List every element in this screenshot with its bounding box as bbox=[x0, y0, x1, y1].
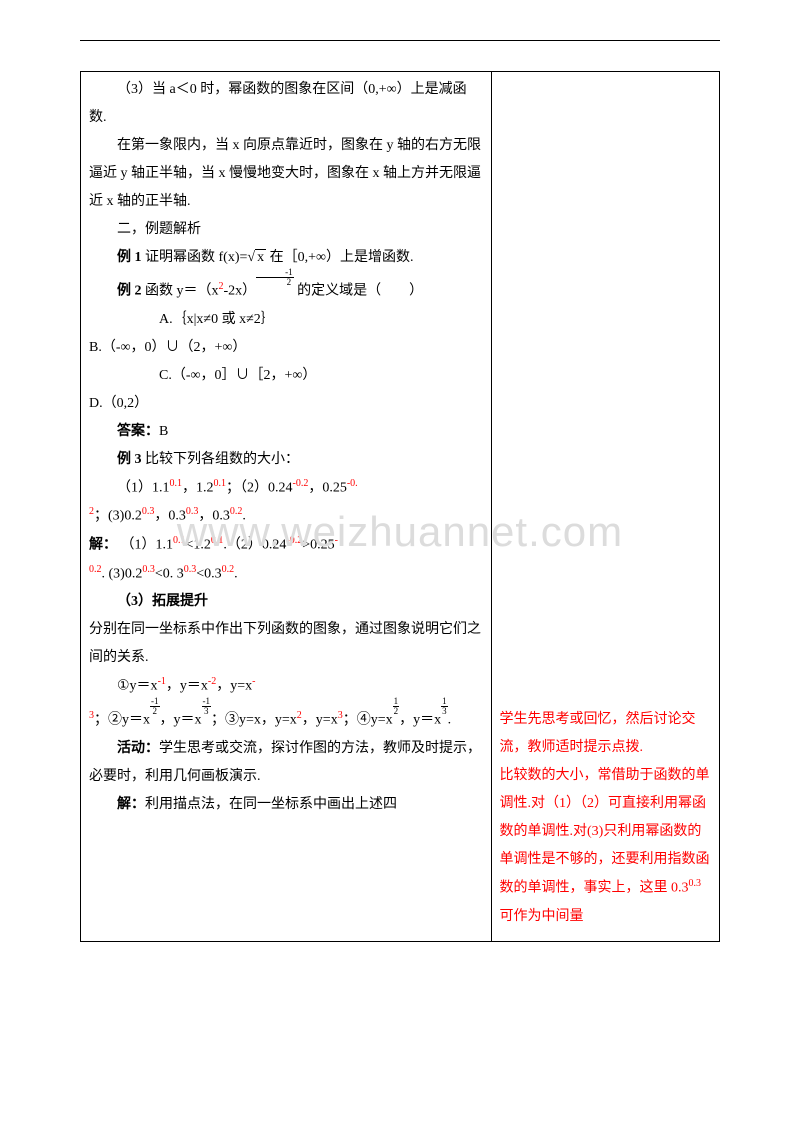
sol-label: 解： bbox=[89, 538, 117, 553]
e: -2 bbox=[208, 676, 216, 687]
ex3-solution: 解： （1）1.10.1<1.20.1.（2）0.24-0.2>0.25-0.2… bbox=[89, 531, 483, 588]
option-b: B.（-∞，0）∪（2，+∞） bbox=[89, 334, 483, 362]
t: ；④y=x bbox=[343, 713, 393, 728]
t: <1.2 bbox=[186, 538, 211, 553]
content-table: （3）当 a＜0 时，幂函数的图象在区间（0,+∞）上是减函数. 在第一象限内，… bbox=[80, 71, 720, 942]
e: -0.2 bbox=[293, 478, 309, 489]
t: .（2）0.24 bbox=[223, 538, 286, 553]
ex1-label: 例 1 bbox=[117, 250, 142, 265]
t: ①y＝x bbox=[117, 679, 158, 694]
e: -1 bbox=[158, 676, 166, 687]
t: ，1.2 bbox=[182, 480, 214, 495]
t: （1）1.1 bbox=[117, 480, 170, 495]
e: - bbox=[252, 676, 255, 687]
t: <0.3 bbox=[196, 566, 221, 581]
t: ，y＝x bbox=[166, 679, 208, 694]
t: ，y=x bbox=[302, 713, 338, 728]
t: . bbox=[448, 713, 452, 728]
ex2-label: 例 2 bbox=[117, 284, 142, 299]
t: ；②y＝x bbox=[94, 713, 150, 728]
t: . bbox=[242, 509, 246, 524]
t: ，0.3 bbox=[198, 509, 230, 524]
e: 0.3 bbox=[184, 564, 197, 575]
e: -0.2 bbox=[286, 535, 302, 546]
e: 0.2 bbox=[230, 506, 243, 517]
t: ；（2）0.24 bbox=[226, 480, 293, 495]
e: 0.3 bbox=[689, 878, 702, 889]
ex2-a: 函数 y＝（x bbox=[142, 284, 219, 299]
e: 0.1 bbox=[173, 535, 186, 546]
ex2-c: 的定义域是（ ） bbox=[294, 284, 424, 299]
ex1-text-a: 证明幂函数 f(x)= bbox=[142, 250, 248, 265]
ext-line2: 3；②y＝x-12，y＝x-13；③y=x，y=x2，y=x3；④y=x12，y… bbox=[89, 701, 483, 735]
solution-2: 解：利用描点法，在同一坐标系中画出上述四 bbox=[89, 791, 483, 819]
e: 0.3 bbox=[142, 564, 155, 575]
ex1-text-b: 在［0,+∞）上是增函数. bbox=[266, 250, 413, 265]
e: 13 bbox=[441, 697, 448, 716]
t: （1）1.1 bbox=[121, 538, 174, 553]
extension-title: （3）拓展提升 bbox=[89, 588, 483, 616]
ans-val: B bbox=[159, 424, 168, 439]
option-a: A.｛x|x≠0 或 x≠2｝ bbox=[89, 306, 483, 334]
sol2-label: 解： bbox=[117, 797, 145, 812]
t: ；③y=x，y=x bbox=[211, 713, 297, 728]
t: 可作为中间量 bbox=[500, 909, 584, 924]
right-column: 学生先思考或回忆，然后讨论交流，教师适时提示点拨. 比较数的大小，常借助于函数的… bbox=[491, 72, 720, 942]
section-title: 二，例题解析 bbox=[89, 216, 483, 244]
e: 0.3 bbox=[142, 506, 155, 517]
e: 12 bbox=[393, 697, 400, 716]
example-3: 例 3 比较下列各组数的大小： bbox=[89, 446, 483, 474]
note-p2: 比较数的大小，常借助于函数的单调性.对（1）（2）可直接利用幂函数的单调性.对(… bbox=[500, 762, 712, 931]
option-d: D.（0,2） bbox=[89, 390, 483, 418]
ex3-items: （1）1.10.1，1.20.1；（2）0.24-0.2，0.25-0.2；(3… bbox=[89, 474, 483, 531]
left-column: （3）当 a＜0 时，幂函数的图象在区间（0,+∞）上是减函数. 在第一象限内，… bbox=[81, 72, 492, 942]
e: 0.1 bbox=[170, 478, 183, 489]
ans-label: 答案： bbox=[117, 424, 159, 439]
exp-neg-half: -12 bbox=[256, 268, 294, 287]
ex2-b: -2x） bbox=[224, 284, 257, 299]
t: ，y=x bbox=[216, 679, 252, 694]
t: . bbox=[234, 566, 238, 581]
example-2: 例 2 函数 y＝（x2-2x）-12 的定义域是（ ） bbox=[89, 272, 483, 306]
ex3-text: 比较下列各组数的大小： bbox=[142, 452, 300, 467]
e: 0.2 bbox=[222, 564, 235, 575]
note-p1: 学生先思考或回忆，然后讨论交流，教师适时提示点拨. bbox=[500, 706, 712, 762]
para-2: 在第一象限内，当 x 向原点靠近时，图象在 y 轴的右方无限逼近 y 轴正半轴，… bbox=[89, 132, 483, 216]
t: >0.25 bbox=[302, 538, 334, 553]
right-notes: 学生先思考或回忆，然后讨论交流，教师适时提示点拨. 比较数的大小，常借助于函数的… bbox=[500, 76, 712, 931]
t: ，y＝x bbox=[399, 713, 441, 728]
top-rule bbox=[80, 40, 720, 41]
e: 0.3 bbox=[186, 506, 199, 517]
t: ；(3)0.2 bbox=[94, 509, 142, 524]
sol2-text: 利用描点法，在同一坐标系中画出上述四 bbox=[145, 797, 397, 812]
ex3-label: 例 3 bbox=[117, 452, 142, 467]
t: <0. 3 bbox=[155, 566, 184, 581]
t: ，y＝x bbox=[160, 713, 202, 728]
answer: 答案：B bbox=[89, 418, 483, 446]
t: ，0.25 bbox=[308, 480, 347, 495]
para-1: （3）当 a＜0 时，幂函数的图象在区间（0,+∞）上是减函数. bbox=[89, 76, 483, 132]
e: -12 bbox=[150, 697, 160, 716]
t: 比较数的大小，常借助于函数的单调性.对（1）（2）可直接利用幂函数的单调性.对(… bbox=[500, 768, 710, 896]
ext-line1: ①y＝x-1，y＝x-2，y=x- bbox=[89, 672, 483, 701]
e: 0.1 bbox=[211, 535, 224, 546]
t: . (3)0.2 bbox=[102, 566, 143, 581]
e: 0.1 bbox=[214, 478, 227, 489]
extension-text: 分别在同一坐标系中作出下列函数的图象，通过图象说明它们之间的关系. bbox=[89, 616, 483, 672]
t: ，0.3 bbox=[154, 509, 186, 524]
act-label: 活动： bbox=[117, 741, 159, 756]
sqrt-x: x bbox=[255, 249, 266, 265]
option-c: C.（-∞，0］∪［2，+∞） bbox=[89, 362, 483, 390]
e: -13 bbox=[202, 697, 212, 716]
activity: 活动：学生思考或交流，探讨作图的方法，教师及时提示，必要时，利用几何画板演示. bbox=[89, 735, 483, 791]
